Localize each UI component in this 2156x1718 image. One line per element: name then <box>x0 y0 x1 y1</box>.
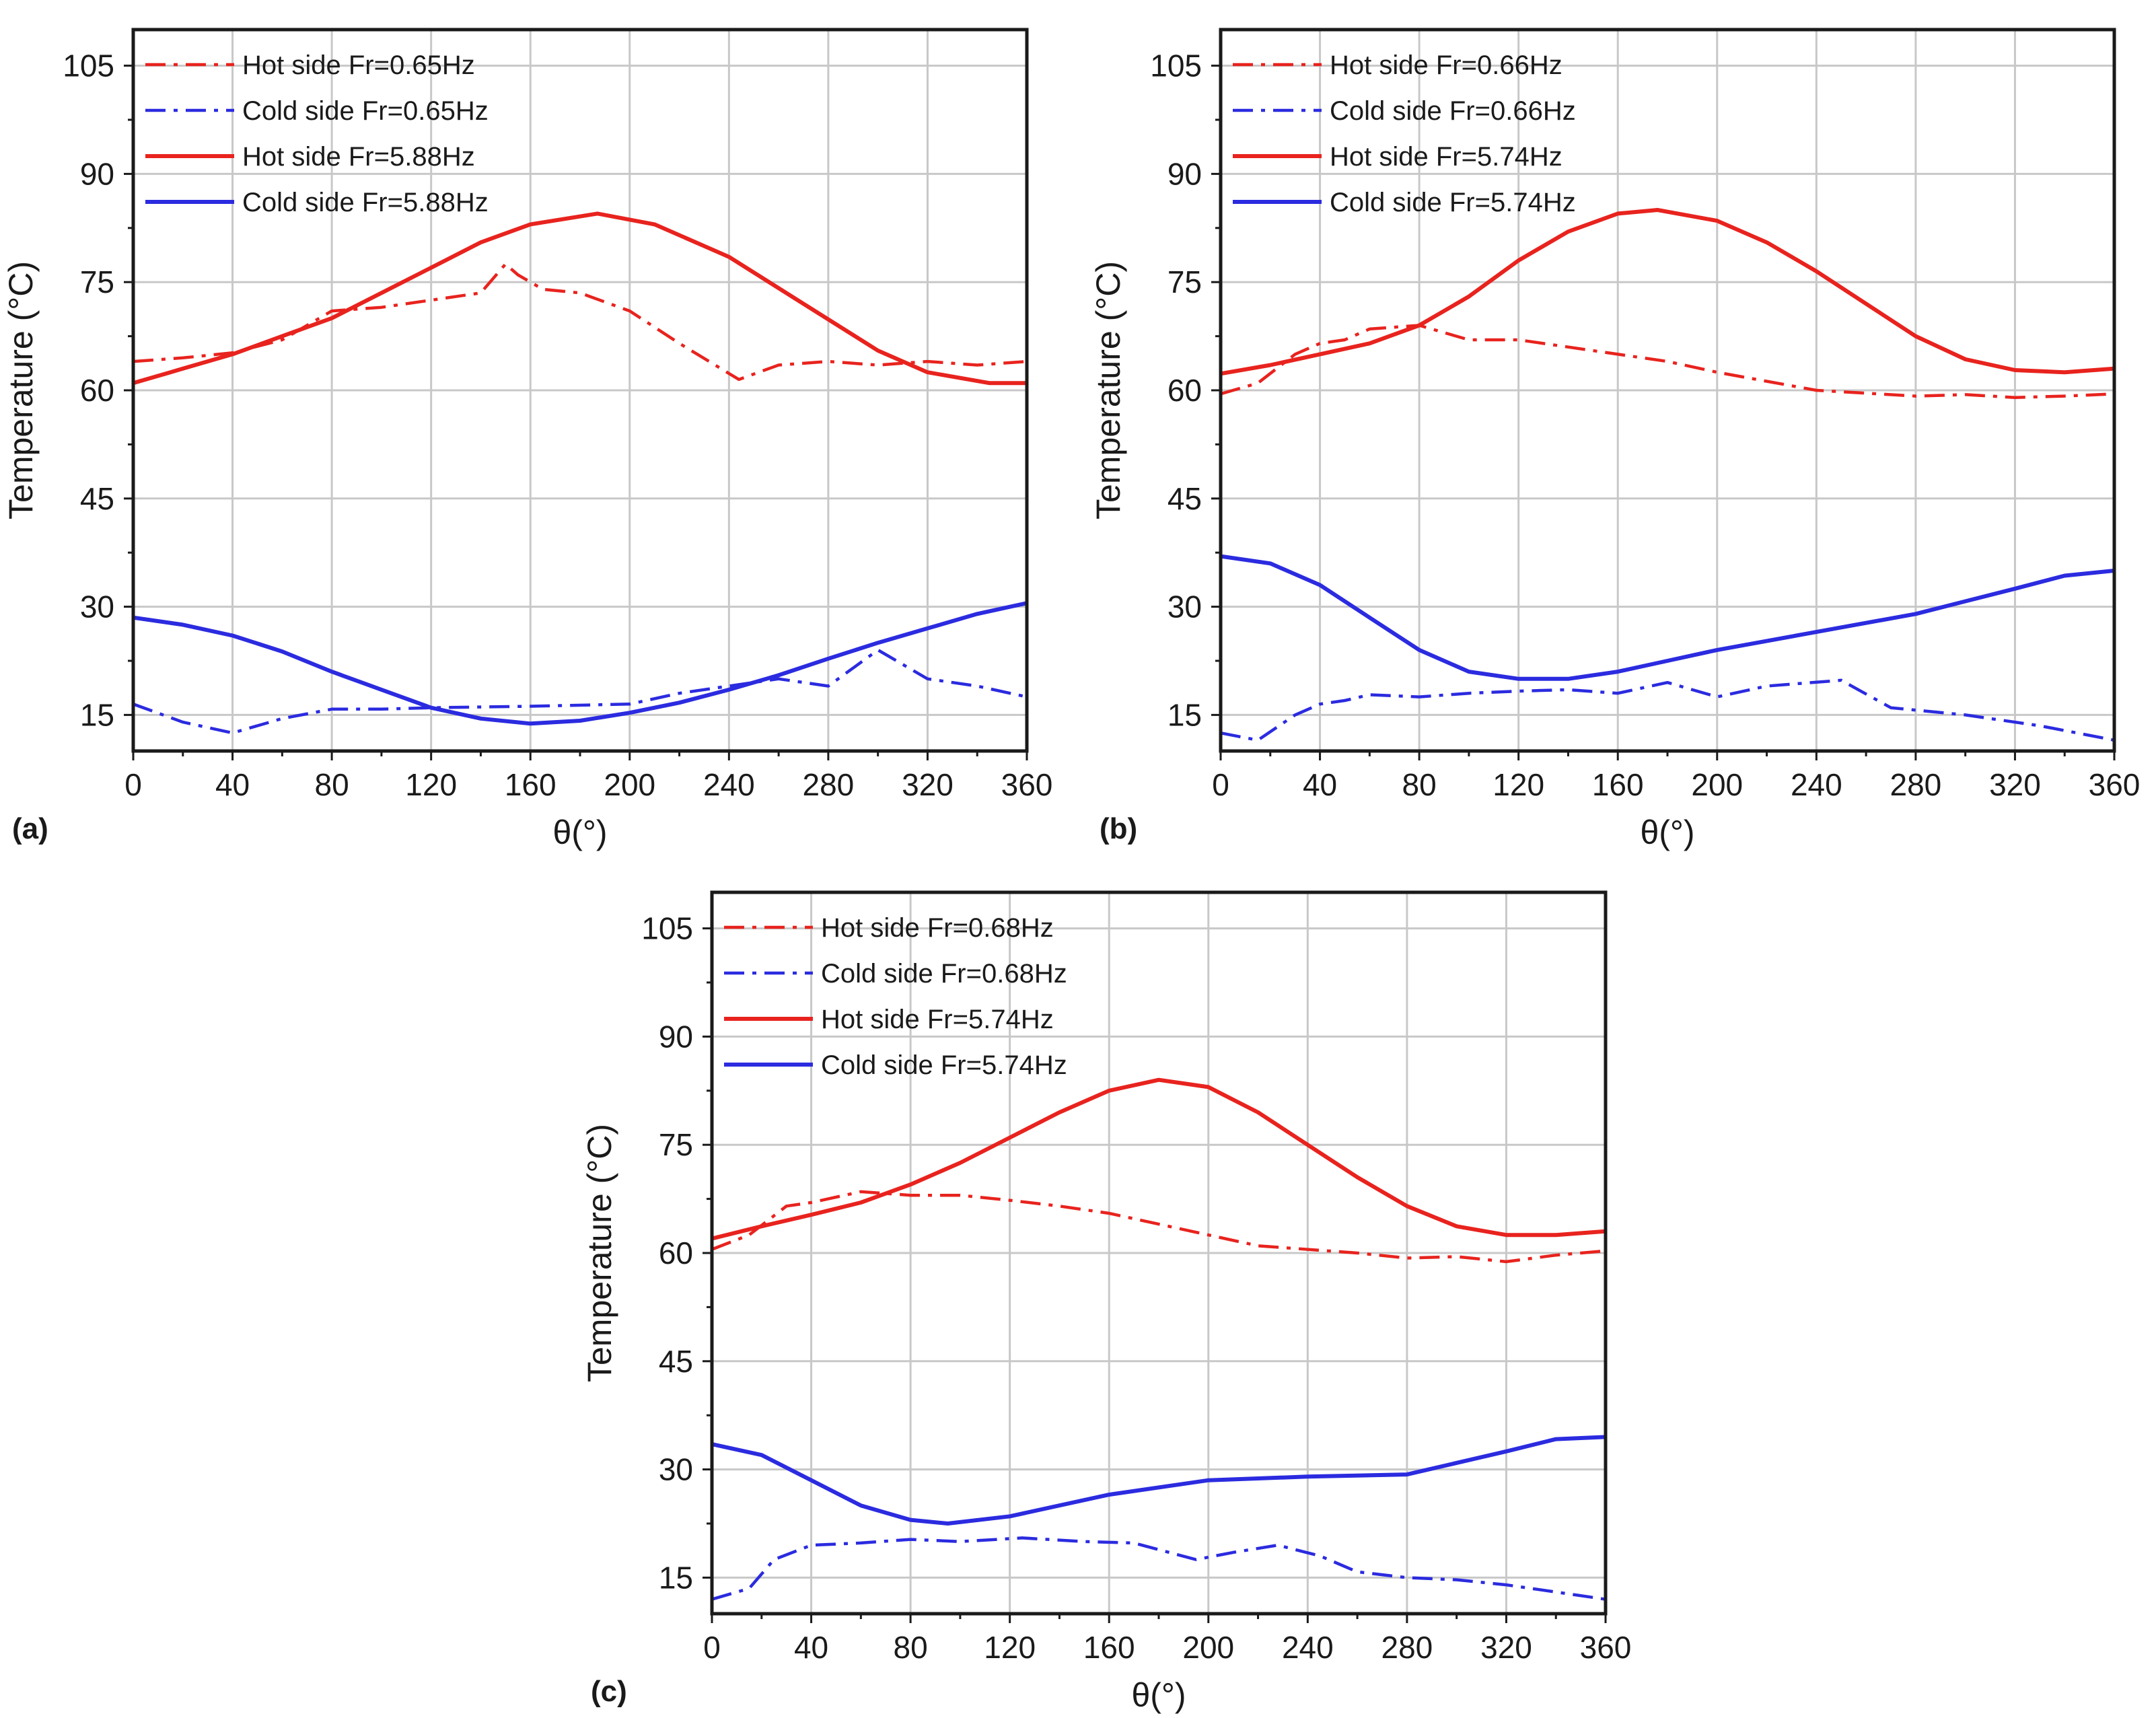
x-tick-label: 320 <box>902 767 954 802</box>
x-tick-label: 120 <box>984 1630 1036 1665</box>
x-tick-label: 320 <box>1989 767 2041 802</box>
y-tick-label: 30 <box>1167 589 1202 624</box>
x-tick-label: 40 <box>215 767 250 802</box>
x-tick-label: 120 <box>405 767 457 802</box>
legend: Hot side Fr=0.68Hz Cold side Fr=0.68Hz Hot… <box>724 913 1067 1080</box>
series-line-solid-cold <box>1221 554 2114 681</box>
x-axis-title: θ(°) <box>1640 814 1694 851</box>
y-tick-label: 15 <box>80 697 114 732</box>
y-tick-label: 75 <box>659 1127 693 1162</box>
y-tick-label: 90 <box>80 156 114 191</box>
legend-label: Hot side Fr=0.66Hz <box>1330 50 1562 80</box>
legend-label: Cold side Fr=0.68Hz <box>821 959 1067 989</box>
x-tick-label: 280 <box>1890 767 1942 802</box>
y-tick-label: 60 <box>1167 373 1202 408</box>
y-tick-label: 15 <box>1167 697 1202 732</box>
x-tick-label: 280 <box>803 767 855 802</box>
y-tick-label: 45 <box>1167 481 1202 516</box>
series-line-solid-hot <box>712 1077 1606 1241</box>
x-axis-title: θ(°) <box>1131 1676 1186 1714</box>
y-tick-label: 75 <box>1167 264 1202 299</box>
x-tick-label: 0 <box>703 1630 721 1665</box>
x-tick-label: 0 <box>1212 767 1229 802</box>
x-tick-label: 160 <box>1083 1630 1135 1665</box>
x-tick-label: 80 <box>894 1630 928 1665</box>
x-tick-label: 200 <box>604 767 655 802</box>
series-line-solid-cold <box>133 601 1027 726</box>
chart-panel-b: 0 40 80 120 160 200 240 280 320 360 15 30 45 60 75 90 10… <box>1089 28 2141 851</box>
y-tick-label: 105 <box>1150 48 1202 83</box>
x-tick-label: 360 <box>2089 767 2141 802</box>
legend-label: Cold side Fr=0.66Hz <box>1330 96 1576 126</box>
x-tick-label: 240 <box>1282 1630 1334 1665</box>
x-tick-label: 240 <box>703 767 755 802</box>
legend-label: Hot side Fr=5.88Hz <box>242 142 475 172</box>
series-line-solid-hot <box>133 211 1027 386</box>
chart-panel-a: 0 40 80 120 160 200 240 280 320 360 15 30 45 60 75 90 10… <box>2 28 1053 851</box>
panel-label-a: (a) <box>12 812 48 845</box>
x-tick-label: 200 <box>1182 1630 1234 1665</box>
y-tick-label: 30 <box>659 1452 693 1487</box>
y-axis-title: Temperature (°C) <box>1089 261 1127 520</box>
x-tick-label: 320 <box>1480 1630 1532 1665</box>
series-line-dashdot-cold <box>1221 678 2114 742</box>
legend-label: Cold side Fr=5.74Hz <box>821 1050 1067 1080</box>
x-tick-label: 120 <box>1493 767 1544 802</box>
legend-label: Hot side Fr=0.68Hz <box>821 913 1054 943</box>
series-group <box>1221 208 2114 742</box>
legend-label: Cold side Fr=0.65Hz <box>242 96 489 126</box>
x-tick-label: 0 <box>124 767 142 802</box>
y-tick-label: 75 <box>80 264 114 299</box>
y-tick-label: 90 <box>659 1019 693 1054</box>
y-tick-label: 60 <box>80 373 114 408</box>
legend-label: Cold side Fr=5.88Hz <box>242 188 489 217</box>
x-tick-label: 160 <box>1592 767 1644 802</box>
series-line-dashdot-hot <box>712 1190 1606 1264</box>
legend-label: Hot side Fr=5.74Hz <box>821 1005 1054 1034</box>
series-group <box>133 211 1027 735</box>
x-tick-label: 40 <box>1303 767 1337 802</box>
series-line-dashdot-cold <box>712 1536 1606 1601</box>
y-axis-title: Temperature (°C) <box>2 261 40 520</box>
y-tick-label: 105 <box>63 48 114 83</box>
chart-panel-c: 0 40 80 120 160 200 240 280 320 360 15 30 45 60 75 90 10… <box>581 890 1632 1714</box>
y-tick-label: 60 <box>659 1236 693 1270</box>
x-tick-label: 200 <box>1691 767 1743 802</box>
x-tick-label: 160 <box>505 767 556 802</box>
x-tick-label: 280 <box>1381 1630 1433 1665</box>
y-tick-label: 105 <box>641 911 693 946</box>
legend: Hot side Fr=0.66Hz Cold side Fr=0.66Hz Hot… <box>1233 50 1576 217</box>
legend: Hot side Fr=0.65Hz Cold side Fr=0.65Hz Hot… <box>145 50 489 217</box>
y-axis-title: Temperature (°C) <box>581 1124 618 1382</box>
panel-label-b: (b) <box>1100 812 1137 845</box>
x-tick-label: 240 <box>1791 767 1842 802</box>
y-tick-label: 45 <box>80 481 114 516</box>
series-group <box>712 1077 1606 1601</box>
x-tick-label: 80 <box>1402 767 1437 802</box>
series-line-dashdot-cold <box>133 648 1027 735</box>
y-tick-label: 90 <box>1167 156 1202 191</box>
panel-label-c: (c) <box>591 1675 627 1708</box>
series-line-dashdot-hot <box>1221 324 2114 399</box>
legend-label: Hot side Fr=0.65Hz <box>242 50 475 80</box>
y-tick-label: 15 <box>659 1560 693 1595</box>
legend-label: Cold side Fr=5.74Hz <box>1330 188 1576 217</box>
y-tick-label: 45 <box>659 1344 693 1379</box>
x-tick-label: 80 <box>315 767 349 802</box>
y-tick-label: 30 <box>80 589 114 624</box>
x-tick-label: 40 <box>794 1630 828 1665</box>
series-line-solid-hot <box>1221 208 2114 376</box>
series-line-solid-cold <box>712 1435 1606 1526</box>
x-axis-title: θ(°) <box>552 814 607 851</box>
x-tick-label: 360 <box>1001 767 1053 802</box>
legend-label: Hot side Fr=5.74Hz <box>1330 142 1562 172</box>
x-tick-label: 360 <box>1580 1630 1632 1665</box>
